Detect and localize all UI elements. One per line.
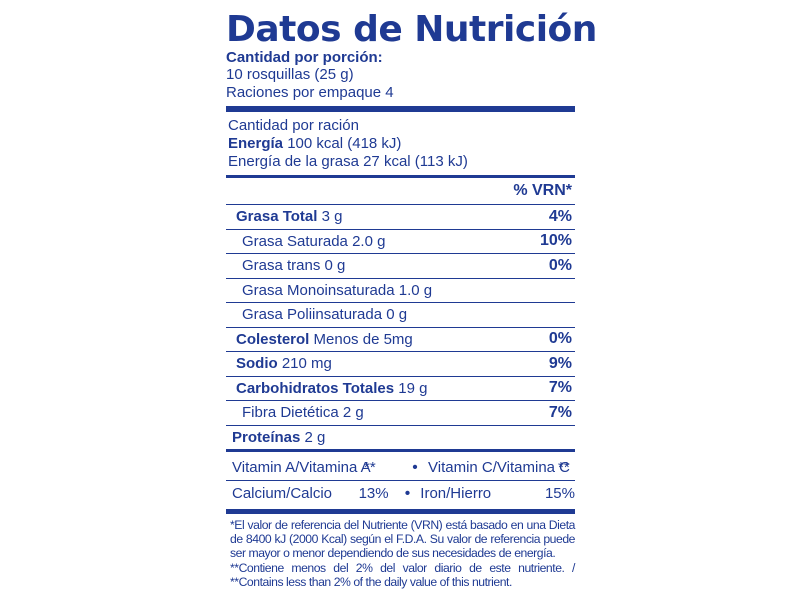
nutrient-name: Colesterol Menos de 5mg <box>236 331 413 348</box>
serving-size: 10 rosquillas (25 g) <box>226 66 354 83</box>
vitamin-a-value: ** <box>364 459 376 476</box>
protein-value: 2 g <box>304 428 326 446</box>
footnote-vrn: *El valor de referencia del Nutriente (V… <box>230 518 575 561</box>
nutrient-vrn-percent: 7% <box>548 379 572 397</box>
separator-dot: • <box>412 459 418 476</box>
vitamin-c-value: ** <box>558 459 570 476</box>
vrn-header: % VRN* <box>513 182 572 199</box>
vitamin-a-label: Vitamin A/Vitamina A <box>232 459 371 476</box>
nutrient-amount: 19 g <box>398 379 428 397</box>
nutrient-row: Grasa Monoinsaturada 1.0 g <box>226 279 575 303</box>
energy-block: Cantidad por ración Energía 100 kcal (41… <box>226 112 575 171</box>
nutrient-name: Grasa Total 3 g <box>236 208 342 225</box>
nutrient-amount: 2.0 g <box>352 232 386 250</box>
nutrient-name: Carbohidratos Totales 19 g <box>236 380 427 397</box>
servings-per-container: Raciones por empaque 4 <box>226 84 394 101</box>
nutrient-amount: 0 g <box>324 257 346 275</box>
thick-divider <box>226 106 575 112</box>
thin-divider <box>226 204 575 205</box>
nutrient-name: Sodio 210 mg <box>236 355 332 372</box>
energy-fat: Energía de la grasa 27 kcal (113 kJ) <box>228 153 468 170</box>
nutrient-label: Grasa trans <box>242 257 321 275</box>
nutrient-name: Grasa Poliinsaturada 0 g <box>242 306 407 323</box>
nutrient-row: Fibra Dietética 2 g 7% <box>226 401 575 426</box>
medium-divider <box>226 175 575 178</box>
nutrient-label: Fibra Dietética <box>242 404 339 422</box>
nutrient-label: Grasa Saturada <box>242 232 348 250</box>
protein-row: Proteínas 2 g <box>226 426 575 450</box>
nutrient-label: Colesterol <box>236 330 310 348</box>
energy-value: 100 kcal (418 kJ) <box>287 135 402 152</box>
nutrient-name: Grasa Saturada 2.0 g <box>242 233 385 250</box>
nutrient-name: Grasa trans 0 g <box>242 257 345 274</box>
energy-line: Energía 100 kcal (418 kJ) <box>228 135 575 153</box>
nutrient-row: Sodio 210 mg 9% <box>226 352 575 377</box>
label-title: Datos de Nutrición <box>226 9 597 50</box>
nutrient-row: Grasa Saturada 2.0 g 10% <box>226 230 575 254</box>
nutrient-row: Colesterol Menos de 5mg 0% <box>226 328 575 352</box>
vitamin-row-2: Calcium/Calcio 13% • Iron/Hierro 15% <box>226 481 575 506</box>
nutrient-vrn-percent: 0% <box>548 330 572 348</box>
nutrient-row: Grasa Total 3 g 4% <box>226 205 575 230</box>
nutrient-amount: 3 g <box>321 208 343 226</box>
iron-label: Iron/Hierro <box>420 485 492 502</box>
separator-dot: • <box>404 485 411 502</box>
serving-header: Cantidad por porción: <box>226 49 383 66</box>
nutrient-label: Grasa Monoinsaturada <box>242 281 395 299</box>
protein-label: Proteínas <box>232 428 301 446</box>
nutrient-vrn-percent: 10% <box>539 232 572 250</box>
iron-value: 15% <box>544 485 575 502</box>
footnotes: *El valor de referencia del Nutriente (V… <box>226 514 575 589</box>
medium-divider <box>226 449 575 452</box>
energy-label: Energía <box>228 135 284 152</box>
nutrient-row: Carbohidratos Totales 19 g 7% <box>226 377 575 401</box>
footnote-less-than: **Contiene menos del 2% del valor diario… <box>230 560 575 589</box>
calcium-value: 13% <box>358 485 389 502</box>
nutrient-vrn-percent: 4% <box>548 207 572 225</box>
protein-name: Proteínas 2 g <box>232 429 325 446</box>
amount-per-serving: Cantidad por ración <box>228 117 359 134</box>
calcium-label: Calcium/Calcio <box>232 485 333 502</box>
nutrient-amount: 2 g <box>342 404 364 422</box>
nutrient-name: Grasa Monoinsaturada 1.0 g <box>242 282 432 299</box>
nutrient-name: Fibra Dietética 2 g <box>242 404 364 421</box>
nutrient-amount: Menos de 5mg <box>313 330 413 348</box>
nutrient-vrn-percent: 9% <box>548 354 572 372</box>
vitamin-c-label: Vitamin C/Vitamina C <box>428 459 571 476</box>
nutrient-label: Sodio <box>236 355 278 373</box>
nutrient-vrn-percent: 0% <box>548 256 572 274</box>
nutrient-amount: 1.0 g <box>398 281 433 299</box>
nutrient-row: Grasa trans 0 g 0% <box>226 254 575 279</box>
nutrient-label: Grasa Poliinsaturada <box>242 306 383 324</box>
nutrient-label: Carbohidratos Totales <box>236 379 395 397</box>
nutrient-row: Grasa Poliinsaturada 0 g <box>226 303 575 328</box>
vitamin-row-1: Vitamin A/Vitamina A ** • Vitamin C/Vita… <box>226 455 575 481</box>
nutrient-list: Grasa Total 3 g 4% Grasa Saturada 2.0 g 10%… <box>226 205 575 426</box>
thick-divider <box>226 509 575 514</box>
nutrition-label: Datos de Nutrición Cantidad por porción:… <box>226 9 597 589</box>
nutrient-label: Grasa Total <box>236 208 318 226</box>
nutrient-vrn-percent: 7% <box>548 403 572 421</box>
nutrient-amount: 210 mg <box>281 355 332 373</box>
nutrient-amount: 0 g <box>386 306 408 324</box>
